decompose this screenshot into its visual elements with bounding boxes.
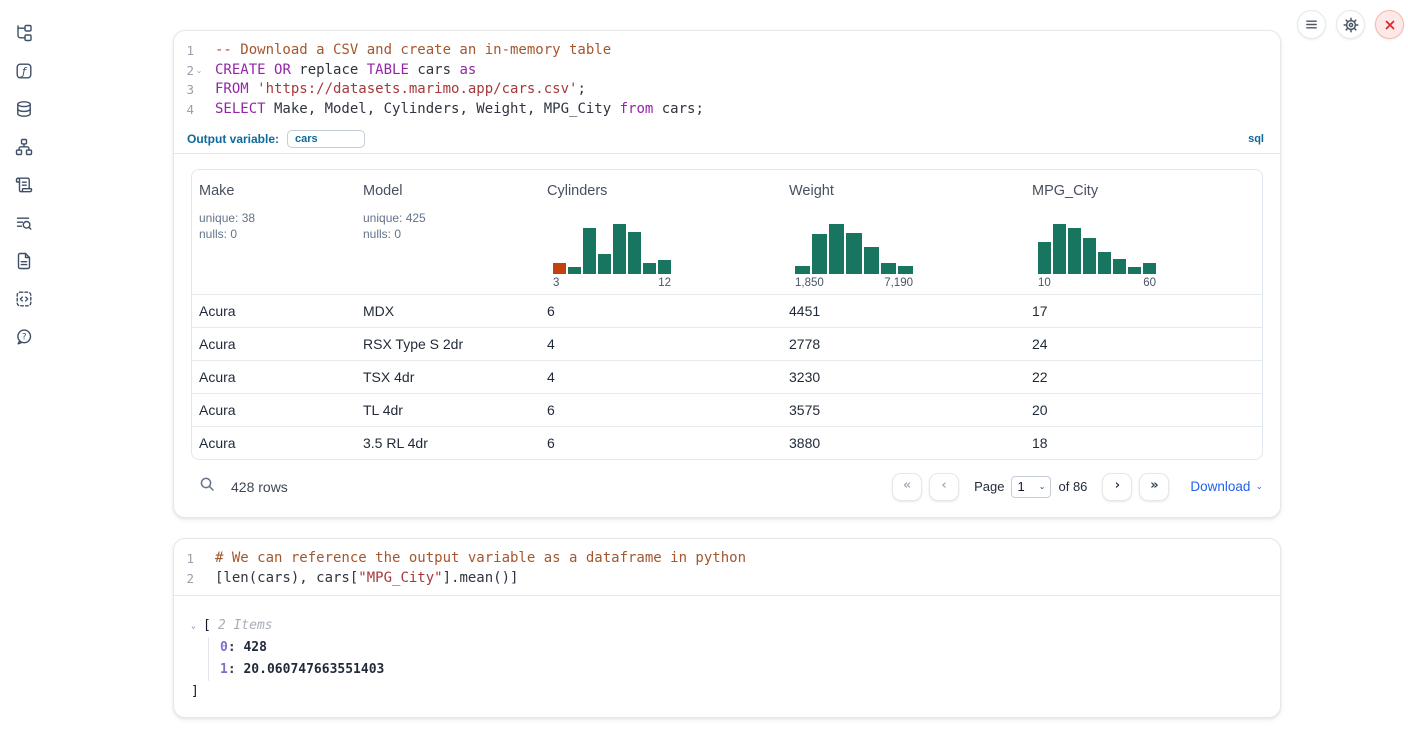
line-number-gutter: 12 [174, 549, 204, 588]
column-stats: unique: 38 nulls: 0 [199, 210, 356, 242]
page-select[interactable]: 1 ⌄ [1011, 476, 1051, 498]
shutdown-button[interactable] [1375, 10, 1404, 39]
prev-page-button[interactable]: ‹ [929, 473, 959, 501]
dataframe-table: Make unique: 38 nulls: 0 Model unique: 4… [191, 169, 1263, 460]
column-header-cylinders[interactable]: Cylinders 3 12 [540, 170, 782, 294]
menu-button[interactable] [1297, 10, 1326, 39]
python-code-text[interactable]: # We can reference the output variable a… [204, 549, 1264, 588]
line-number: 1 [186, 549, 194, 569]
column-stats: unique: 425 nulls: 0 [363, 210, 540, 242]
output-variable-label: Output variable: [187, 132, 279, 146]
table-header-row: Make unique: 38 nulls: 0 Model unique: 4… [192, 170, 1262, 294]
sql-code-editor[interactable]: 12⌄34 -- Download a CSV and create an in… [174, 31, 1280, 127]
sql-code-text[interactable]: -- Download a CSV and create an in-memor… [204, 41, 1264, 120]
page-total-label: of 86 [1058, 479, 1087, 494]
python-cell-output: ⌄ [ 2 Items 0: 428 1: 20.060747663551403… [174, 595, 1280, 717]
svg-text:?: ? [22, 332, 27, 342]
menu-icon [1304, 17, 1319, 32]
cylinders-histogram[interactable]: 3 12 [553, 222, 671, 289]
table-row[interactable]: Acura RSX Type S 2dr 4 2778 24 [192, 327, 1262, 360]
line-number: 4 [186, 100, 194, 120]
sql-cell-output: Make unique: 38 nulls: 0 Model unique: 4… [174, 154, 1280, 517]
functions-icon[interactable]: ƒ [14, 61, 34, 81]
sidebar-panel-bar: ƒ ? [0, 0, 48, 347]
row-count: 428 rows [231, 479, 288, 495]
column-header-make[interactable]: Make unique: 38 nulls: 0 [192, 170, 356, 294]
settings-button[interactable] [1336, 10, 1365, 39]
python-cell: 12 # We can reference the output variabl… [173, 538, 1281, 718]
python-code-editor[interactable]: 12 # We can reference the output variabl… [174, 539, 1280, 595]
language-tag: sql [1248, 133, 1264, 145]
fold-chevron-icon[interactable]: ⌄ [194, 66, 204, 75]
first-page-button[interactable]: « [892, 473, 922, 501]
dependency-graph-icon[interactable] [14, 137, 34, 157]
line-number: 2 [186, 61, 194, 81]
items-count-label: 2 Items [218, 615, 273, 637]
mpg-city-histogram[interactable]: 10 60 [1038, 222, 1156, 289]
documentation-icon[interactable] [14, 251, 34, 271]
next-page-button[interactable]: › [1102, 473, 1132, 501]
settings-gear-icon [1343, 17, 1359, 33]
column-header-weight[interactable]: Weight 1,850 7,190 [782, 170, 1025, 294]
line-number: 3 [186, 80, 194, 100]
scratchpad-scroll-icon[interactable] [14, 175, 34, 195]
snippets-icon[interactable] [14, 289, 34, 309]
output-variable-input[interactable]: cars [287, 130, 365, 148]
help-icon[interactable]: ? [14, 327, 34, 347]
line-number-gutter: 12⌄34 [174, 41, 204, 120]
pagination: « ‹ Page 1 ⌄ of 86 › » Download ⌄ [892, 473, 1263, 501]
tree-entry: 0: 428 [220, 637, 1263, 659]
database-icon[interactable] [14, 99, 34, 119]
last-page-button[interactable]: » [1139, 473, 1169, 501]
line-number: 1 [186, 41, 194, 61]
column-header-mpg-city[interactable]: MPG_City 10 60 [1025, 170, 1262, 294]
weight-histogram[interactable]: 1,850 7,190 [795, 222, 913, 289]
open-bracket: [ [203, 615, 211, 637]
collapse-chevron-icon[interactable]: ⌄ [191, 615, 203, 637]
search-icon[interactable] [199, 476, 215, 497]
shutdown-x-icon [1384, 19, 1396, 31]
notebook-controls [1297, 10, 1404, 39]
close-bracket: ] [191, 681, 1263, 703]
logs-search-icon[interactable] [14, 213, 34, 233]
table-row[interactable]: Acura TSX 4dr 4 3230 22 [192, 360, 1262, 393]
chevron-down-icon: ⌄ [1039, 482, 1046, 491]
chevron-down-icon: ⌄ [1255, 481, 1263, 492]
table-row[interactable]: Acura TL 4dr 6 3575 20 [192, 393, 1262, 426]
page-label: Page [974, 479, 1004, 494]
tree-entries: 0: 428 1: 20.060747663551403 [208, 637, 1263, 681]
output-variable-bar: Output variable: cars sql [174, 127, 1280, 154]
table-body: Acura MDX 6 4451 17 Acura RSX Type S 2dr… [192, 294, 1262, 459]
download-button[interactable]: Download ⌄ [1190, 479, 1263, 494]
column-header-model[interactable]: Model unique: 425 nulls: 0 [356, 170, 540, 294]
file-tree-icon[interactable] [14, 23, 34, 43]
tree-entry: 1: 20.060747663551403 [220, 659, 1263, 681]
table-footer: 428 rows « ‹ Page 1 ⌄ of 86 › » Download… [191, 473, 1263, 501]
svg-text:ƒ: ƒ [20, 65, 28, 78]
sql-cell: 12⌄34 -- Download a CSV and create an in… [173, 30, 1281, 518]
table-row[interactable]: Acura MDX 6 4451 17 [192, 294, 1262, 327]
line-number: 2 [186, 569, 194, 589]
tree-root-row: ⌄ [ 2 Items [191, 615, 1263, 637]
table-row[interactable]: Acura 3.5 RL 4dr 6 3880 18 [192, 426, 1262, 459]
